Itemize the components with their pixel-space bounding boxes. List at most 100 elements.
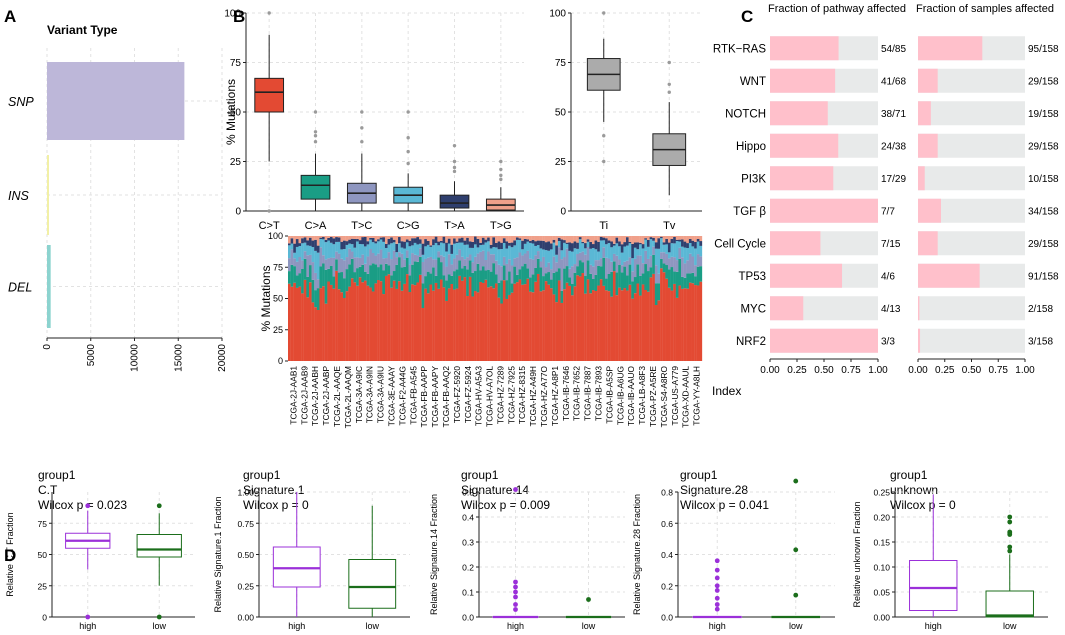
- panel-c1-bar-label: 4/6: [881, 271, 895, 282]
- panel-b3-bar-segment: [434, 259, 438, 276]
- panel-b3-bar-segment: [403, 241, 407, 249]
- panel-d4-outlier-low: [793, 478, 799, 484]
- panel-b3-bar-segment: [439, 236, 443, 241]
- panel-b3-bar-segment: [665, 253, 669, 266]
- panel-b3-bar-segment: [686, 260, 690, 274]
- panel-b3-bar-segment: [466, 269, 469, 296]
- panel-b3-bar-segment: [466, 257, 469, 270]
- panel-b3-bar-segment: [607, 273, 611, 292]
- panel-b2-y-tick-label: 100: [549, 9, 566, 20]
- panel-b3-bar-segment: [667, 236, 671, 243]
- panel-b3-bar-segment: [474, 256, 477, 272]
- panel-b3-bar-segment: [599, 258, 603, 267]
- panel-b3-bar-segment: [405, 239, 409, 243]
- panel-b3-bar-segment: [301, 293, 304, 361]
- panel-b3-bar-segment: [390, 287, 393, 361]
- panel-b3-bar-segment: [295, 246, 299, 262]
- panel-b3-sample-label: TCGA-LB-A8F3: [637, 366, 647, 425]
- panel-b3-bar-segment: [581, 262, 585, 274]
- panel-b3-bar-segment: [340, 272, 344, 293]
- panel-c1-bar-label: 7/15: [881, 239, 901, 250]
- panel-b3-bar-segment: [450, 253, 454, 265]
- panel-c-pathway-label: NRF2: [736, 336, 766, 348]
- panel-b3-bar-segment: [332, 236, 336, 239]
- panel-b3-bar-segment: [322, 286, 325, 361]
- panel-b3-bar-segment: [615, 243, 619, 256]
- panel-b3-bar-segment: [529, 241, 532, 243]
- panel-b3-bar-segment: [649, 236, 653, 238]
- panel-b3-bar-segment: [337, 272, 341, 290]
- panel-b1-box-ca: [300, 174, 331, 200]
- panel-b3-bar-segment: [437, 288, 441, 361]
- panel-b3-bar-segment: [298, 286, 302, 361]
- panel-b3-sample-label: TCGA-FB-AAPY: [430, 366, 440, 428]
- panel-b3-bar-segment: [515, 237, 519, 240]
- panel-b3-bar-segment: [563, 289, 566, 361]
- panel-b3-bar-segment: [594, 291, 598, 361]
- panel-c1-x-tick-label: 0.25: [787, 365, 807, 376]
- panel-b1-box-ta: [439, 194, 470, 209]
- panel-c1-bar-label: 38/71: [881, 109, 906, 120]
- panel-b3-bar-segment: [337, 241, 341, 254]
- panel-b3-bar-segment: [667, 287, 671, 361]
- panel-b3-bar-segment: [395, 288, 399, 361]
- panel-b3-bar-segment: [584, 248, 587, 255]
- panel-b3-bar-segment: [450, 275, 454, 284]
- panel-b3-bar-segment: [696, 238, 700, 242]
- panel-d4-title-line: Signature.28: [680, 483, 748, 497]
- panel-b3-bar-segment: [678, 285, 682, 361]
- panel-b1-outlier-ta: [452, 169, 457, 174]
- panel-b3-bar-segment: [319, 247, 323, 267]
- panel-b3-bar-segment: [463, 277, 467, 361]
- panel-b3-bar-segment: [699, 236, 703, 242]
- panel-b3-bar-segment: [670, 256, 674, 268]
- panel-b3-bar-segment: [568, 250, 572, 269]
- panel-b1-outlier-ta: [452, 159, 457, 164]
- panel-b3-bar-segment: [384, 247, 388, 259]
- panel-b3-sample-label: TCGA-FZ-5924: [463, 366, 473, 424]
- panel-b3-bar-segment: [500, 266, 504, 281]
- panel-b3-bar-segment: [515, 257, 519, 275]
- panel-d2-title-line: Wilcox p = 0: [243, 498, 309, 512]
- panel-b3-bar-segment: [434, 236, 438, 237]
- panel-b3-bar-segment: [466, 295, 469, 361]
- panel-d1-title-line: C.T: [38, 483, 58, 497]
- panel-b3-bar-segment: [379, 237, 383, 240]
- panel-b3-bar-segment: [547, 272, 551, 285]
- panel-b3-bar-segment: [348, 239, 352, 244]
- panel-b1-outlier-cg: [406, 136, 410, 140]
- panel-b3-bar-segment: [521, 255, 524, 267]
- panel-d5-y-tick-label: 0.25: [873, 488, 890, 498]
- panel-d3-x-label-high: high: [507, 621, 524, 631]
- panel-b3-bar-segment: [450, 244, 454, 254]
- panel-d2-box-low: [348, 559, 397, 609]
- panel-a-category-label: INS: [8, 189, 30, 203]
- panel-b3-bar-segment: [560, 239, 564, 251]
- panel-b3-bar-segment: [531, 259, 535, 275]
- panel-b3-bar-segment: [363, 271, 367, 281]
- panel-b3-sample-label: TCGA-HZ-A49H: [528, 366, 538, 426]
- panel-b3-bar-segment: [639, 275, 642, 296]
- panel-b3-sample-label: TCGA-PZ-A5RE: [648, 366, 658, 427]
- panel-b3-bar-segment: [573, 236, 577, 242]
- panel-b3-bar-segment: [345, 269, 349, 292]
- panel-b3-bar-segment: [576, 266, 579, 276]
- panel-b3-sample-label: TCGA-3E-AAAY: [387, 366, 397, 427]
- panel-b3-bar-segment: [350, 258, 354, 279]
- panel-b3-bar-segment: [660, 236, 663, 237]
- panel-b3-bar-segment: [641, 284, 645, 361]
- panel-b3-bar-segment: [602, 240, 606, 248]
- panel-b3-bar-segment: [531, 239, 535, 244]
- panel-b3-bar-segment: [332, 276, 336, 289]
- panel-b3-bar-segment: [657, 273, 661, 284]
- panel-b3-bar-segment: [322, 255, 325, 264]
- panel-b3-bar-segment: [395, 236, 399, 244]
- panel-b1-outlier-tg: [499, 167, 503, 172]
- panel-b3-bar-segment: [502, 256, 506, 266]
- panel-b3-bar-segment: [573, 248, 577, 265]
- panel-b3-bar-segment: [597, 285, 600, 361]
- panel-b3-bar-segment: [453, 238, 456, 244]
- panel-b3-bar-segment: [348, 243, 352, 249]
- panel-b1-outlier-ct: [267, 209, 271, 213]
- panel-b3-bar-segment: [458, 275, 462, 361]
